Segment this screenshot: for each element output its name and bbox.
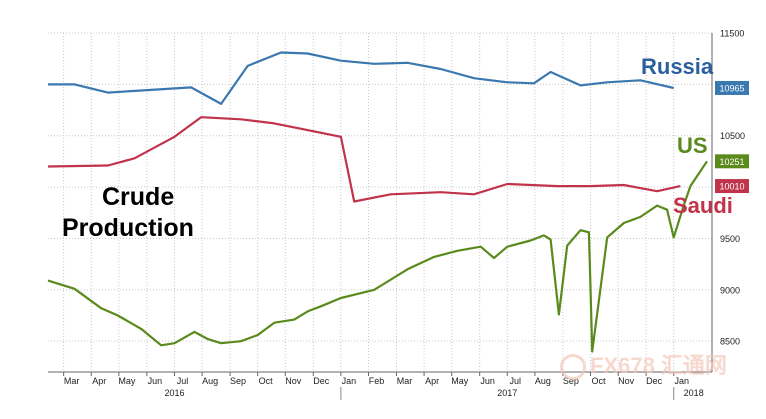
last-value-box-us — [715, 154, 749, 169]
y-tick-label: 8500 — [720, 337, 740, 347]
last-value-box-russia — [715, 80, 749, 95]
x-tick-label: Feb — [369, 376, 385, 386]
x-tick-label: Apr — [425, 376, 439, 386]
x-year-label: 2016 — [164, 388, 184, 398]
x-year-label: 2017 — [497, 388, 517, 398]
x-tick-label: Apr — [92, 376, 106, 386]
y-tick-label: 9000 — [720, 285, 740, 295]
watermark-logo-icon — [560, 354, 586, 381]
y-tick-label: 10500 — [720, 131, 745, 141]
x-tick-label: Nov — [618, 376, 635, 386]
x-tick-label: Jun — [148, 376, 163, 386]
x-tick-label: Aug — [535, 376, 551, 386]
series-lines — [47, 51, 708, 353]
series-line-us — [47, 160, 708, 353]
last-value-label-us: 10251 — [719, 157, 744, 167]
x-tick-label: Jun — [480, 376, 495, 386]
watermark-text: FX678 汇通网 — [590, 353, 727, 378]
last-value-label-saudi: 10010 — [719, 182, 744, 192]
x-tick-label: Jul — [177, 376, 189, 386]
last-value-label-russia: 10965 — [719, 83, 744, 93]
x-tick-label: Oct — [592, 376, 607, 386]
x-tick-label: Oct — [259, 376, 274, 386]
chart-title-line-1: Crude — [102, 183, 175, 211]
x-tick-label: Dec — [313, 376, 330, 386]
axes: 85009000950010000105001100011500MarAprMa… — [48, 29, 749, 400]
last-value-box-saudi — [715, 179, 749, 194]
x-tick-label: Mar — [64, 376, 80, 386]
x-tick-label: Sep — [230, 376, 246, 386]
x-tick-label: Dec — [646, 376, 663, 386]
x-tick-label: Sep — [563, 376, 579, 386]
x-tick-label: Jan — [674, 376, 689, 386]
series-label-us: US — [677, 133, 708, 158]
series-line-saudi — [47, 116, 681, 203]
watermark: FX678 汇通网 — [560, 348, 727, 381]
grid — [48, 32, 712, 372]
chart-title-line-2: Production — [62, 214, 194, 242]
x-year-label: 2018 — [684, 388, 704, 398]
x-tick-label: Mar — [397, 376, 413, 386]
y-tick-label: 9500 — [720, 234, 740, 244]
x-tick-label: Jul — [510, 376, 522, 386]
x-tick-label: Aug — [202, 376, 218, 386]
x-tick-label: Nov — [285, 376, 302, 386]
series-label-saudi: Saudi — [673, 193, 733, 218]
series-label-russia: Russia — [641, 54, 714, 79]
chart-title: Crude Production — [62, 182, 194, 244]
x-tick-label: May — [118, 376, 136, 386]
x-tick-label: May — [451, 376, 469, 386]
x-tick-label: Jan — [342, 376, 357, 386]
y-tick-label: 11500 — [720, 29, 744, 39]
series-line-russia — [48, 51, 674, 106]
